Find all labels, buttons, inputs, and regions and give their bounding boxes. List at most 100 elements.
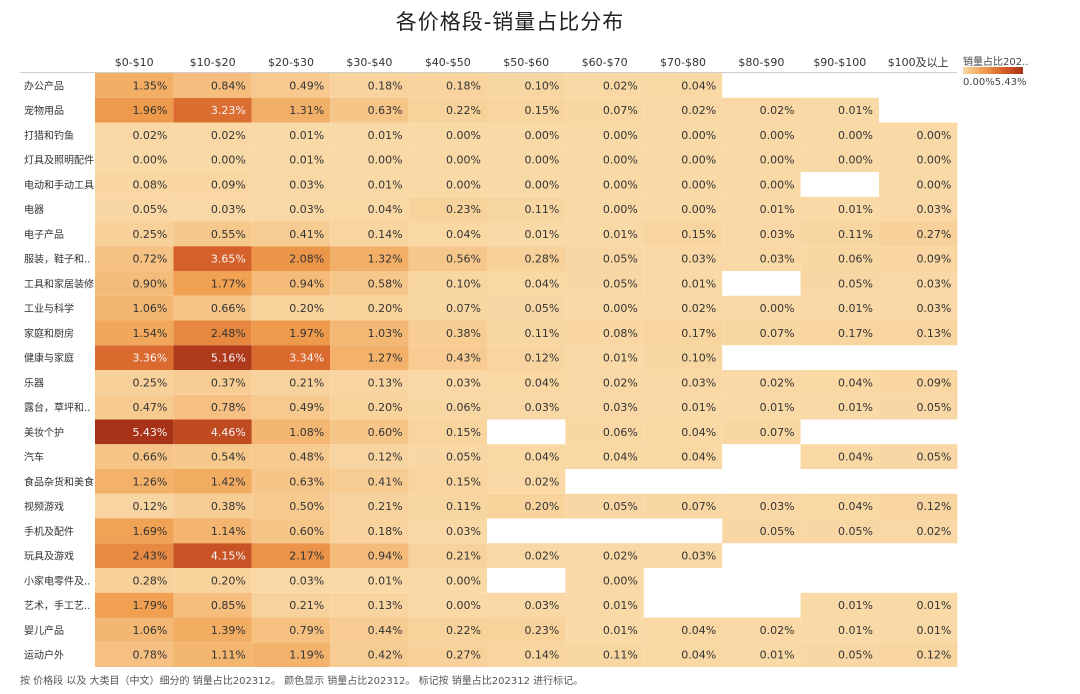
heatmap-cell — [487, 295, 566, 321]
heatmap-cell — [251, 221, 331, 247]
cell-label: 0.00% — [603, 203, 638, 216]
row-label: 办公产品 — [24, 79, 64, 92]
heatmap-cell — [565, 568, 644, 593]
cell-label: 0.01% — [603, 228, 638, 241]
heatmap-cell — [173, 122, 252, 148]
row-label: 宠物用品 — [24, 104, 64, 117]
cell-label: 0.02% — [760, 624, 795, 637]
cell-label: 0.20% — [211, 574, 246, 587]
cell-label: 1.26% — [132, 475, 167, 488]
cell-label: 0.94% — [368, 550, 403, 563]
cell-label: 0.14% — [368, 228, 403, 241]
cell-label: 0.11% — [603, 649, 638, 662]
cell-label: 1.08% — [289, 426, 324, 439]
cell-label: 0.47% — [132, 401, 167, 414]
heatmap-cell — [643, 345, 723, 370]
cell-label: 0.02% — [211, 129, 246, 142]
cell-label: 0.00% — [681, 203, 716, 216]
heatmap-cell — [643, 320, 723, 346]
heatmap-cell — [330, 444, 409, 469]
cell-label: 0.43% — [446, 352, 481, 365]
heatmap-cell — [487, 97, 566, 123]
heatmap-cell — [800, 147, 879, 172]
heatmap-cell — [330, 469, 409, 494]
heatmap-cell — [722, 493, 801, 519]
heatmap-cell — [330, 97, 409, 123]
heatmap-cell — [879, 295, 958, 321]
heatmap-cell — [800, 394, 879, 420]
heatmap-cell — [251, 295, 331, 321]
cell-label: 1.06% — [132, 302, 167, 315]
heatmap-cell — [487, 345, 566, 370]
heatmap-cell — [251, 147, 331, 172]
cell-label: 0.05% — [603, 277, 638, 290]
heatmap-cell — [722, 172, 801, 197]
heatmap-cell — [722, 370, 801, 395]
cell-label: 0.05% — [524, 302, 559, 315]
cell-label: 0.04% — [368, 203, 403, 216]
cell-label: 0.27% — [916, 228, 951, 241]
heatmap-cell — [800, 97, 879, 123]
cell-label: 0.38% — [211, 500, 246, 513]
heatmap-cell — [879, 592, 958, 618]
heatmap-cell — [95, 122, 174, 148]
row-label: 手机及配件 — [24, 525, 74, 538]
heatmap-cell — [879, 617, 958, 643]
heatmap-cell — [173, 320, 252, 346]
heatmap-cell — [173, 295, 252, 321]
heatmap-cell — [330, 295, 409, 321]
cell-label: 0.03% — [446, 376, 481, 389]
cell-label: 0.04% — [838, 376, 873, 389]
heatmap-cell — [643, 246, 723, 271]
cell-label: 0.08% — [603, 327, 638, 340]
heatmap-cell — [487, 172, 566, 197]
heatmap-cell — [800, 246, 879, 271]
row-label: 乐器 — [24, 377, 44, 389]
legend-color-bar — [963, 67, 1023, 74]
heatmap-cell — [95, 592, 174, 618]
cell-label: 0.01% — [838, 302, 873, 315]
column-header: $60-$70 — [582, 56, 628, 69]
cell-label: 5.16% — [211, 352, 246, 365]
cell-label: 0.06% — [446, 401, 481, 414]
heatmap-cell — [408, 543, 487, 568]
cell-label: 0.01% — [760, 203, 795, 216]
heatmap-cell — [95, 97, 174, 123]
cell-label: 0.01% — [760, 649, 795, 662]
heatmap-cell — [487, 196, 566, 222]
heatmap-cell — [251, 469, 331, 494]
column-header: $70-$80 — [660, 56, 706, 69]
heatmap-cell — [800, 642, 879, 667]
heatmap-cell — [408, 271, 487, 296]
cell-label: 0.01% — [838, 104, 873, 117]
cell-label: 0.04% — [681, 426, 716, 439]
cell-label: 0.05% — [760, 525, 795, 538]
cell-label: 0.15% — [446, 475, 481, 488]
heatmap-cell — [800, 196, 879, 222]
cell-label: 0.90% — [132, 277, 167, 290]
heatmap-cell — [643, 642, 723, 667]
heatmap-cell — [879, 518, 958, 544]
cell-label: 0.00% — [603, 302, 638, 315]
cell-label: 0.00% — [132, 154, 167, 167]
cell-label: 0.78% — [132, 649, 167, 662]
cell-label: 0.00% — [446, 178, 481, 191]
heatmap-cell — [95, 345, 174, 370]
row-label: 灯具及照明配件 — [24, 155, 94, 167]
cell-label: 0.15% — [681, 228, 716, 241]
cell-label: 0.03% — [916, 203, 951, 216]
cell-label: 0.02% — [760, 104, 795, 117]
heatmap-cell — [408, 221, 487, 247]
cell-label: 0.00% — [524, 129, 559, 142]
heatmap-cell — [330, 345, 409, 370]
column-header: $0-$10 — [115, 56, 154, 69]
cell-label: 0.03% — [524, 401, 559, 414]
cell-label: 0.02% — [524, 550, 559, 563]
cell-label: 0.04% — [681, 79, 716, 92]
heatmap-cell — [643, 394, 723, 420]
heatmap-cell — [722, 518, 801, 544]
cell-label: 0.09% — [916, 253, 951, 266]
cell-label: 0.01% — [838, 203, 873, 216]
heatmap-cell — [330, 221, 409, 247]
heatmap-cell — [95, 469, 174, 494]
